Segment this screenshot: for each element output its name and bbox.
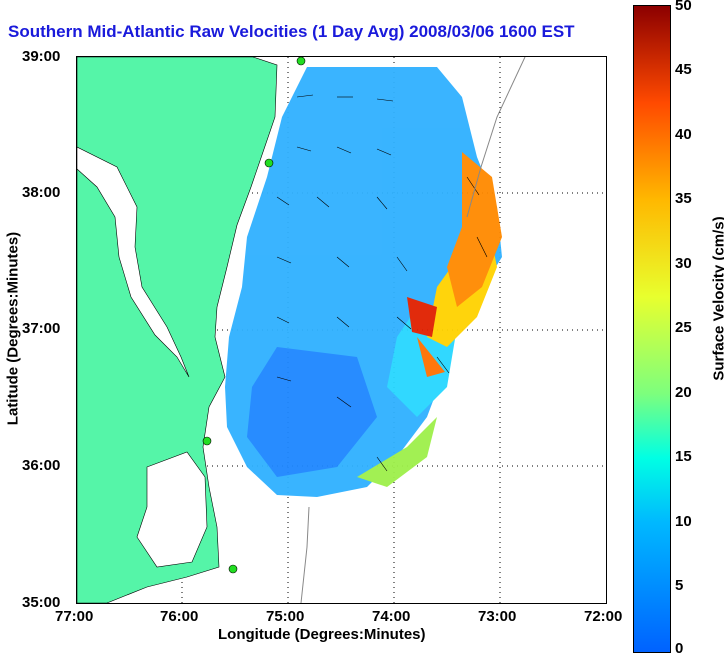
velocity-map bbox=[77, 57, 606, 603]
x-axis-label: Longitude (Degrees:Minutes) bbox=[218, 626, 426, 643]
radar-sites bbox=[202, 57, 306, 574]
y-tick-label: 35:00 bbox=[22, 594, 61, 611]
pamlico-sound bbox=[136, 451, 208, 568]
y-tick-label: 38:00 bbox=[22, 184, 61, 201]
x-tick-label: 73:00 bbox=[478, 608, 517, 625]
radar-site-marker bbox=[202, 436, 212, 446]
velocity-arrows bbox=[276, 94, 488, 472]
colorbar-tick-label: 5 bbox=[675, 577, 684, 594]
colorbar-tick-label: 25 bbox=[675, 319, 692, 336]
colorbar-tick-label: 45 bbox=[675, 61, 692, 78]
velocity-field bbox=[225, 67, 502, 497]
colorbar-tick-label: 0 bbox=[675, 640, 684, 657]
radar-site-marker bbox=[228, 564, 238, 574]
colorbar-tick-label: 10 bbox=[675, 513, 692, 530]
colorbar-tick-label: 50 bbox=[675, 0, 692, 14]
y-tick-label: 36:00 bbox=[22, 457, 61, 474]
y-axis-label: Latitude (Degrees:Minutes) bbox=[4, 231, 22, 426]
colorbar-tick-label: 35 bbox=[675, 190, 692, 207]
colorbar bbox=[633, 5, 671, 653]
bathymetry-contours bbox=[300, 57, 526, 603]
colorbar-tick-label: 30 bbox=[675, 255, 692, 272]
colorbar-tick-label: 15 bbox=[675, 448, 692, 465]
x-tick-label: 77:00 bbox=[55, 608, 94, 625]
radar-site-marker bbox=[264, 158, 274, 168]
colorbar-tick-label: 20 bbox=[675, 384, 692, 401]
chesapeake-bay bbox=[77, 146, 190, 378]
colorbar-tick-label: 40 bbox=[675, 126, 692, 143]
map-plot-area[interactable] bbox=[76, 56, 607, 604]
x-tick-label: 75:00 bbox=[266, 608, 305, 625]
x-tick-label: 76:00 bbox=[160, 608, 199, 625]
radar-site-marker bbox=[296, 57, 306, 66]
colorbar-label: Surface Velocity (cm/s) bbox=[710, 216, 724, 381]
y-tick-label: 39:00 bbox=[22, 48, 61, 65]
x-tick-label: 74:00 bbox=[372, 608, 411, 625]
x-tick-label: 72:00 bbox=[584, 608, 623, 625]
map-title: Southern Mid-Atlantic Raw Velocities (1 … bbox=[8, 22, 575, 41]
y-tick-label: 37:00 bbox=[22, 320, 61, 337]
